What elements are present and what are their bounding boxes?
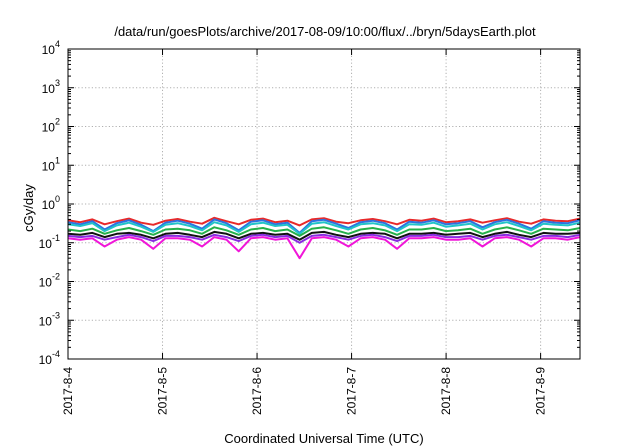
x-tick-label: 2017-8-7 — [345, 367, 359, 415]
series-layer — [67, 216, 581, 260]
x-axis-label: Coordinated Universal Time (UTC) — [224, 431, 423, 446]
y-tick-label: 101 — [42, 155, 60, 173]
series-line-6 — [67, 233, 581, 244]
x-tick-label: 2017-8-9 — [534, 367, 548, 415]
y-tick-label: 10-4 — [39, 349, 60, 367]
y-axis-ticks: 10-4 10-3 10-2 10-1 100 101 102 103 104 — [39, 39, 580, 367]
series-line-3 — [67, 221, 581, 235]
series-line-1 — [67, 216, 581, 227]
y-tick-label: 10-1 — [39, 233, 60, 251]
y-tick-label: 10-2 — [39, 272, 60, 290]
x-axis-ticks: 2017-8-4 2017-8-5 2017-8-6 2017-8-7 2017-8-8… — [61, 49, 548, 415]
y-tick-label: 103 — [42, 78, 60, 96]
series-line-5 — [67, 230, 581, 241]
x-tick-label: 2017-8-8 — [439, 367, 453, 415]
y-tick-label: 10-3 — [39, 310, 60, 328]
chart-title: /data/run/goesPlots/archive/2017-08-09/1… — [114, 24, 536, 39]
grid-lines — [68, 49, 580, 359]
x-tick-label: 2017-8-5 — [156, 367, 170, 415]
x-tick-label: 2017-8-4 — [61, 367, 75, 415]
y-tick-label: 104 — [42, 39, 60, 57]
series-line-4 — [67, 226, 581, 237]
y-tick-label: 102 — [42, 117, 60, 135]
y-axis-label: cGy/day — [21, 184, 36, 232]
series-line-7 — [67, 236, 581, 260]
x-tick-label: 2017-8-6 — [250, 367, 264, 415]
y-tick-label: 100 — [42, 194, 60, 212]
